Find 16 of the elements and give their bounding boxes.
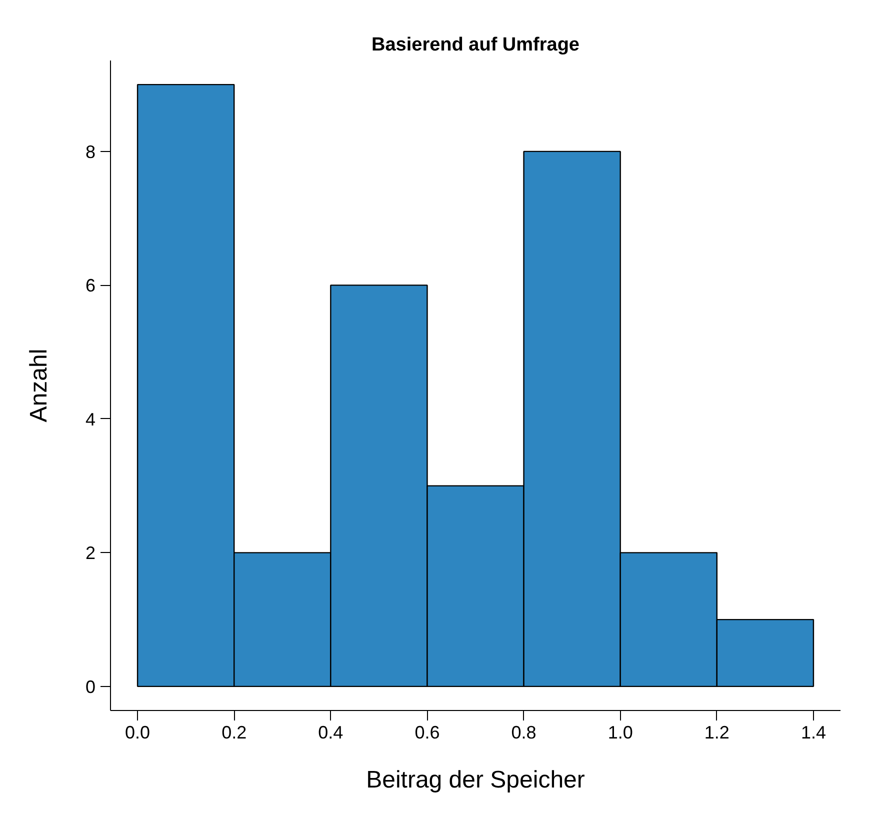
x-tick-label: 1.4 xyxy=(800,722,826,742)
y-tick-label: 2 xyxy=(85,543,96,564)
x-tick-label: 0.2 xyxy=(222,722,247,742)
x-tick-label: 0.6 xyxy=(414,722,440,742)
chart-title: Basierend auf Umfrage xyxy=(371,34,580,56)
y-tick-label: 8 xyxy=(85,142,96,162)
y-axis-title: Anzahl xyxy=(25,348,52,422)
y-tick-label: 6 xyxy=(85,276,96,296)
y-tick-label: 0 xyxy=(85,676,96,697)
x-tick-label: 1.0 xyxy=(608,722,633,742)
x-tick-label: 1.2 xyxy=(704,722,730,742)
x-tick-label: 0.8 xyxy=(511,722,536,742)
x-tick-label: 0.4 xyxy=(318,722,344,742)
x-axis-title: Beitrag der Speicher xyxy=(366,766,585,794)
x-tick-label: 0.0 xyxy=(125,722,150,742)
y-tick-label: 4 xyxy=(85,409,96,430)
